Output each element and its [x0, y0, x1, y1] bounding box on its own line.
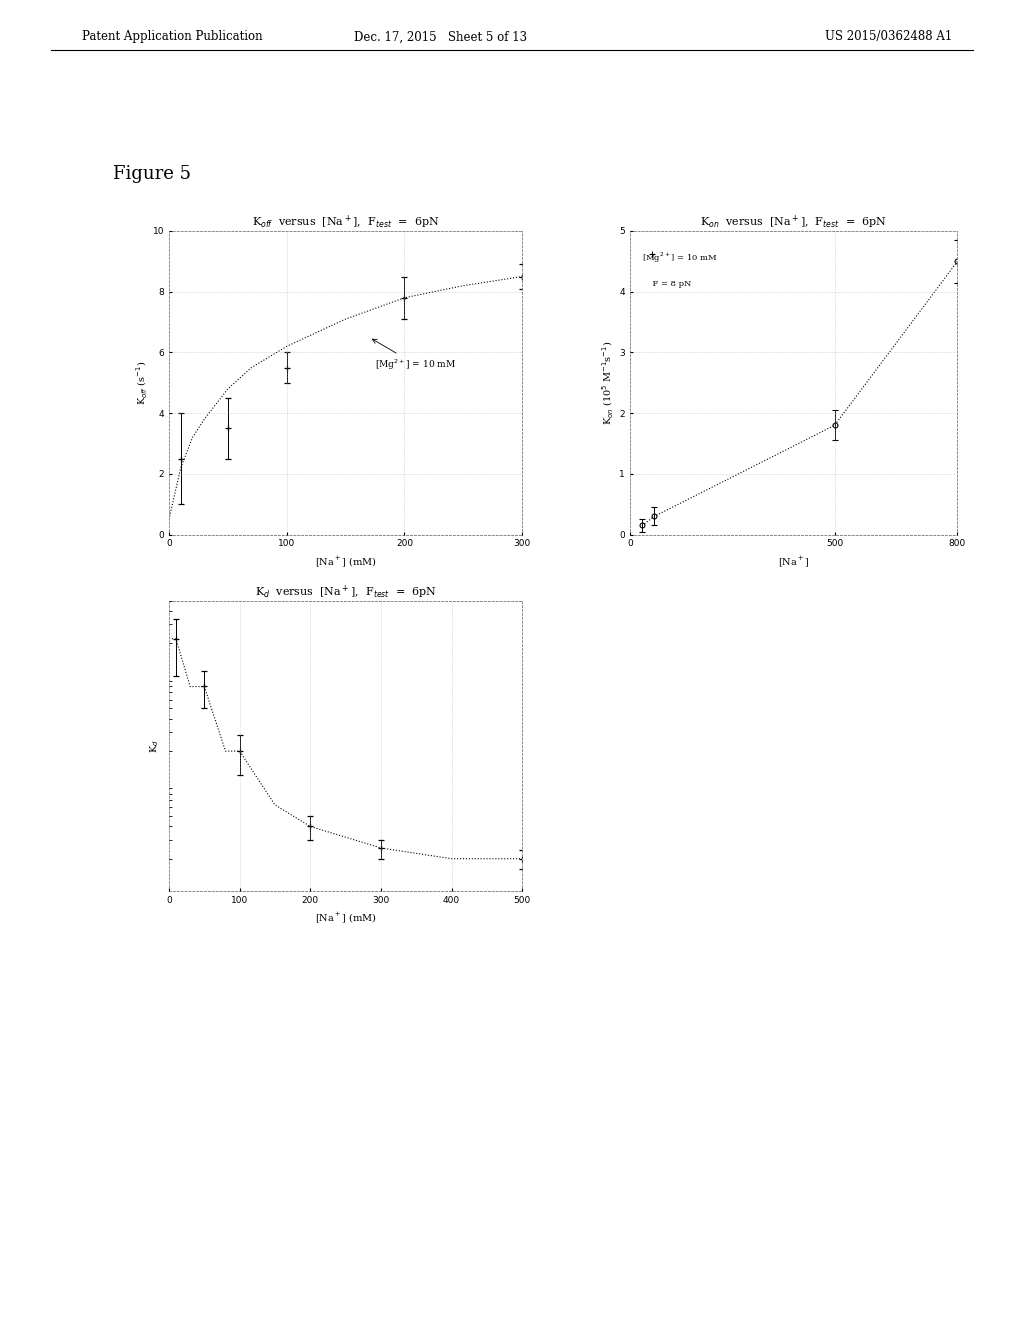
Title: K$_d$  versus  [Na$^+$],  F$_{test}$  =  6pN: K$_d$ versus [Na$^+$], F$_{test}$ = 6pN: [255, 583, 436, 601]
Title: K$_{on}$  versus  [Na$^+$],  F$_{test}$  =  6pN: K$_{on}$ versus [Na$^+$], F$_{test}$ = 6…: [700, 214, 887, 231]
Text: Figure 5: Figure 5: [113, 165, 190, 183]
Text: Dec. 17, 2015   Sheet 5 of 13: Dec. 17, 2015 Sheet 5 of 13: [353, 30, 527, 44]
Text: [Mg$^{2+}$] = 10 mM: [Mg$^{2+}$] = 10 mM: [642, 251, 718, 265]
X-axis label: [Na$^+$]: [Na$^+$]: [777, 554, 810, 569]
Text: US 2015/0362488 A1: US 2015/0362488 A1: [825, 30, 952, 44]
X-axis label: [Na$^+$] (mM): [Na$^+$] (mM): [314, 554, 377, 569]
Y-axis label: K$_d$: K$_d$: [148, 739, 162, 752]
Title: K$_{off}$  versus  [Na$^+$],  F$_{test}$  =  6pN: K$_{off}$ versus [Na$^+$], F$_{test}$ = …: [252, 214, 439, 231]
Text: Patent Application Publication: Patent Application Publication: [82, 30, 262, 44]
X-axis label: [Na$^+$] (mM): [Na$^+$] (mM): [314, 911, 377, 925]
Y-axis label: K$_{off}$ (s$^{-1}$): K$_{off}$ (s$^{-1}$): [134, 360, 150, 405]
Text: F = 8 pN: F = 8 pN: [642, 280, 691, 288]
Text: [Mg$^{2+}$] = 10 mM: [Mg$^{2+}$] = 10 mM: [373, 339, 456, 372]
Y-axis label: K$_{on}$ (10$^5$ M$^{-1}$s$^{-1}$): K$_{on}$ (10$^5$ M$^{-1}$s$^{-1}$): [601, 341, 616, 425]
